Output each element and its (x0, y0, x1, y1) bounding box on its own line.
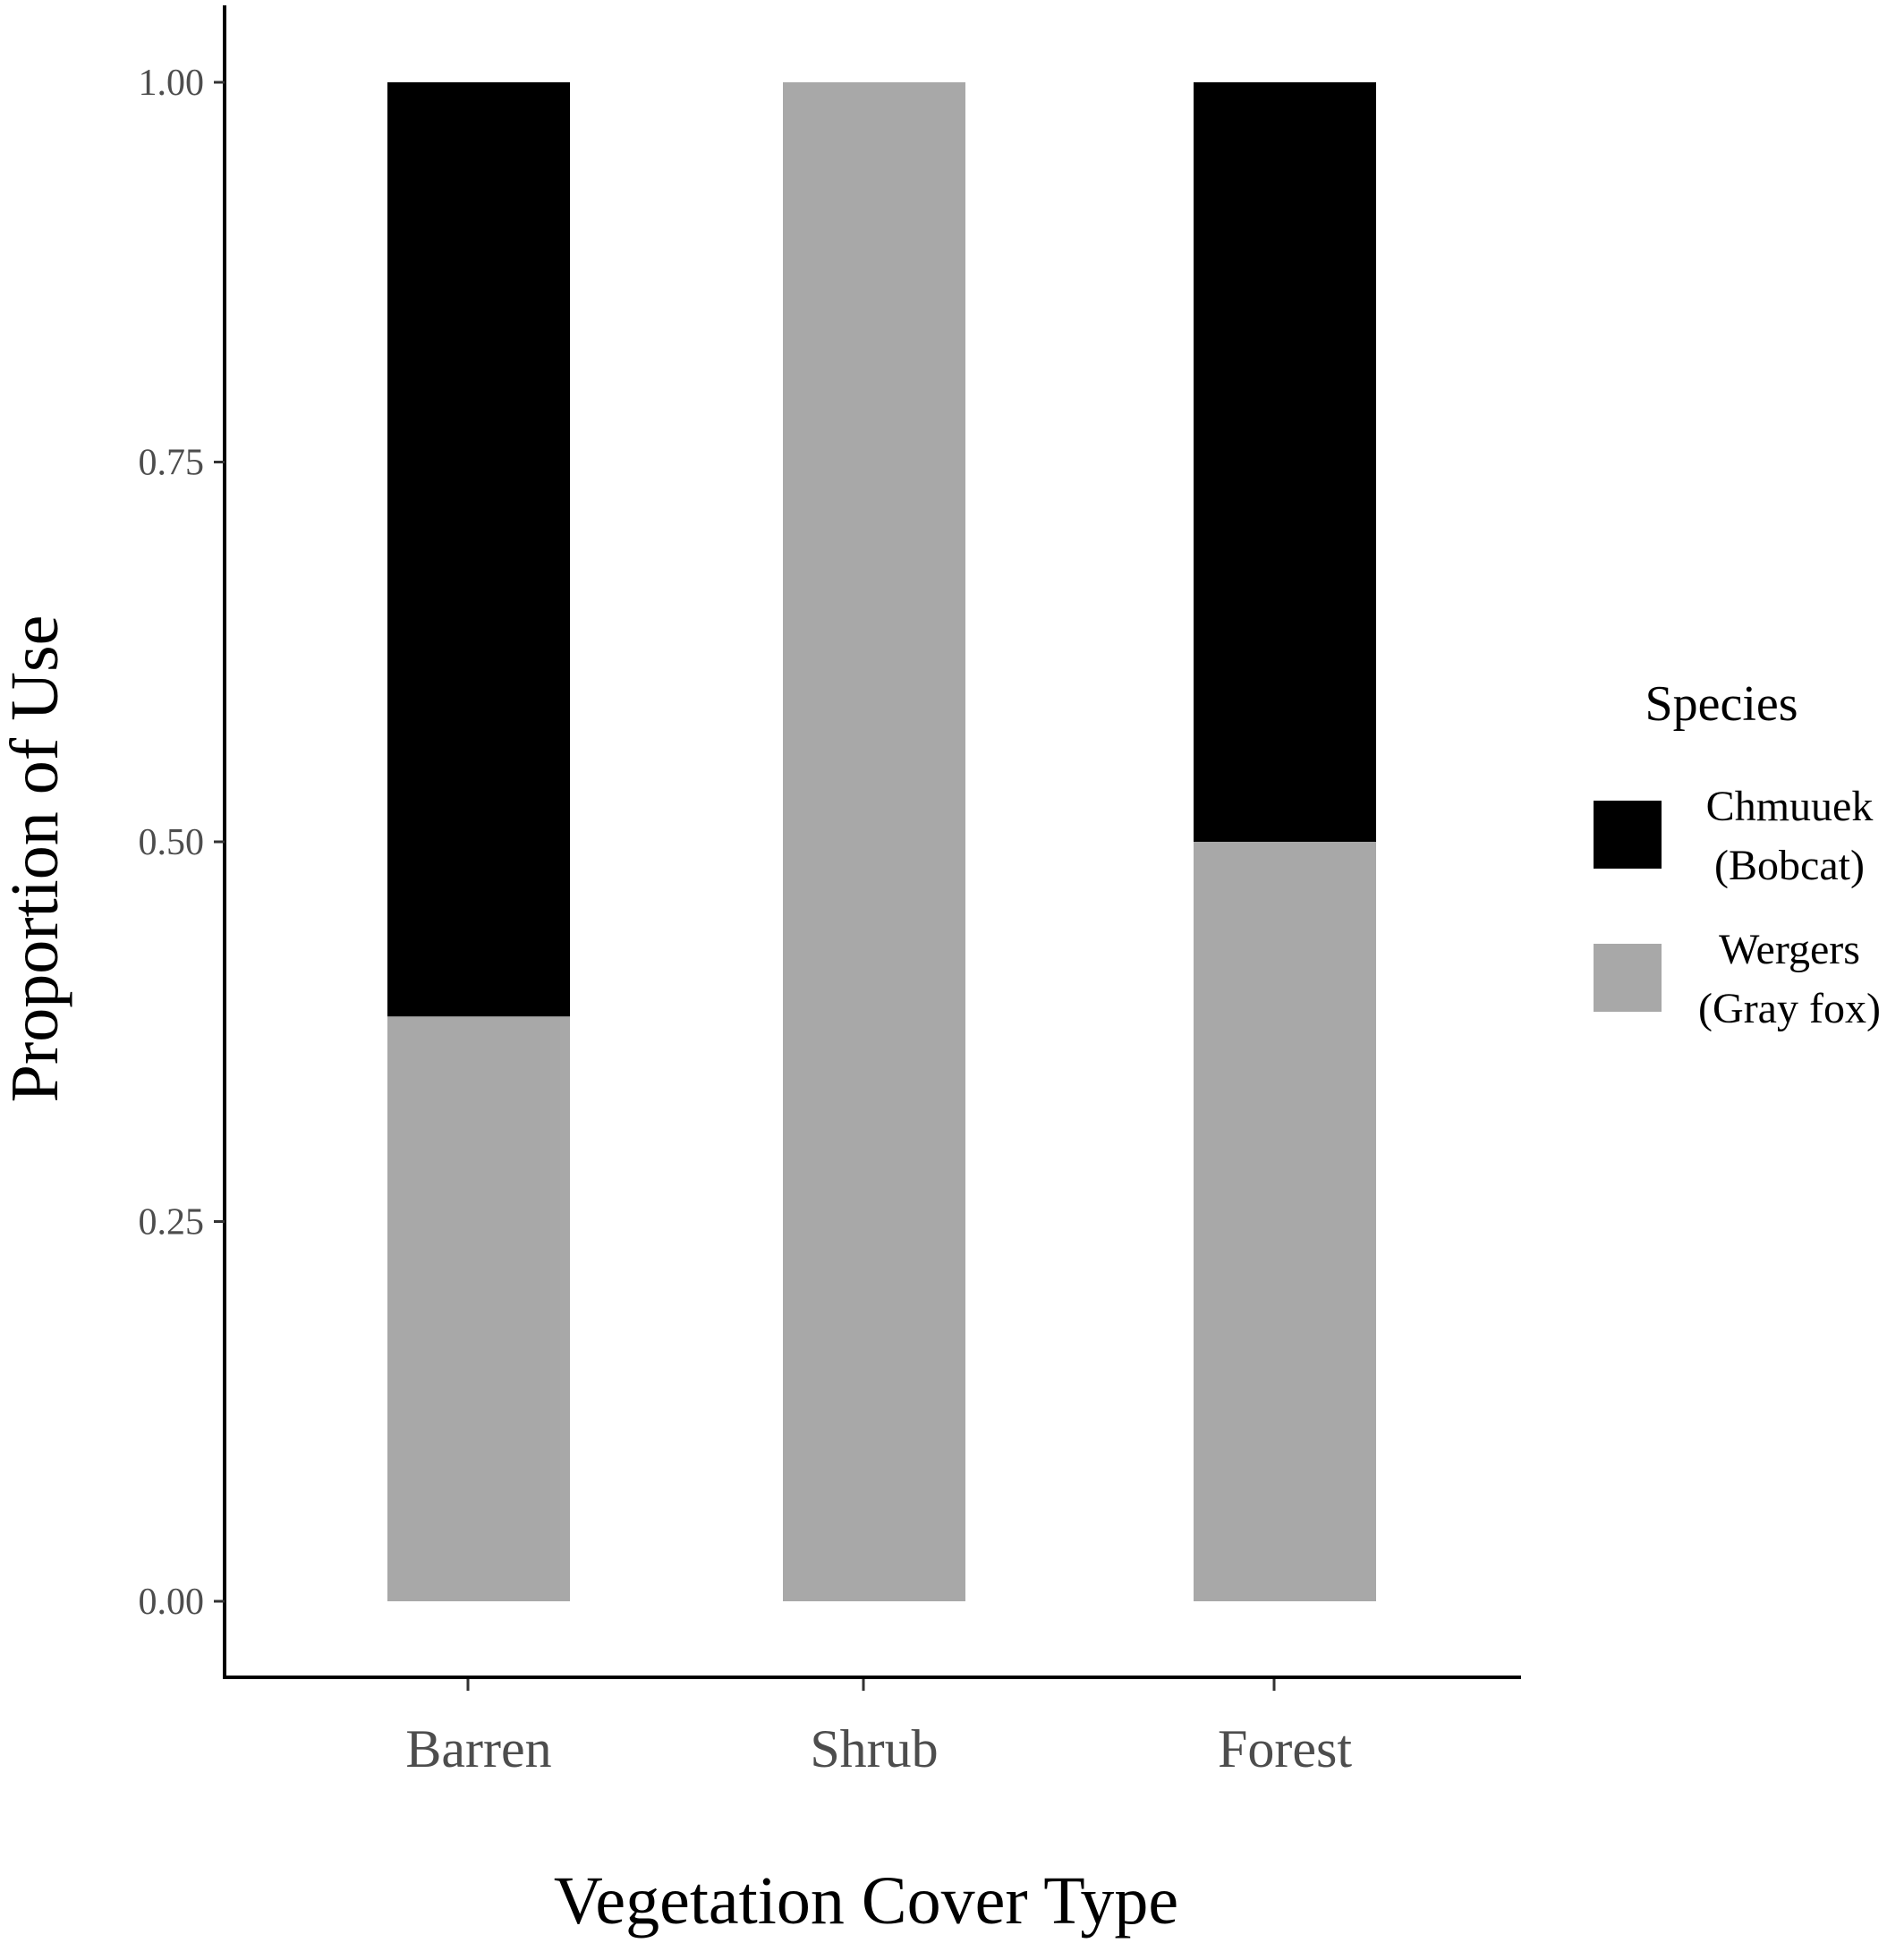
y-tick-label: 0.75 (139, 443, 205, 484)
y-tick-label: 1.00 (139, 63, 205, 104)
y-tick-label: 0.00 (139, 1582, 205, 1623)
bar-forest-series-1 (1194, 82, 1376, 842)
x-tick-label-forest: Forest (1218, 1719, 1352, 1778)
legend-swatch-1 (1594, 944, 1662, 1012)
y-axis-ticks: 0.00 0.25 0.50 0.75 1.00 (139, 63, 225, 1623)
legend-label-1: Wergers (1719, 926, 1860, 973)
legend-title: Species (1645, 676, 1798, 732)
legend-label-1: (Gray fox) (1698, 985, 1881, 1032)
bar-forest-series-0 (1194, 842, 1376, 1601)
bar-shrub-series-0 (783, 82, 965, 1601)
x-axis-ticks: Barren Shrub Forest (405, 1679, 1352, 1778)
y-tick-label: 0.25 (139, 1202, 205, 1243)
y-tick-label: 0.50 (139, 822, 205, 863)
legend-label-0: (Bobcat) (1714, 842, 1865, 889)
bar-barren-series-1 (387, 82, 570, 1017)
legend: Species Chmuuek (Bobcat) Wergers (Gray fox) (1594, 676, 1881, 1032)
bar-barren-series-0 (387, 1016, 570, 1601)
x-axis-title: Vegetation Cover Type (554, 1863, 1178, 1939)
plot-area (387, 82, 1376, 1601)
y-axis-title: Proportion of Use (0, 615, 72, 1103)
legend-swatch-0 (1594, 801, 1662, 869)
legend-label-0: Chmuuek (1706, 783, 1874, 830)
x-tick-label-shrub: Shrub (810, 1719, 938, 1778)
x-tick-label-barren: Barren (405, 1719, 551, 1778)
